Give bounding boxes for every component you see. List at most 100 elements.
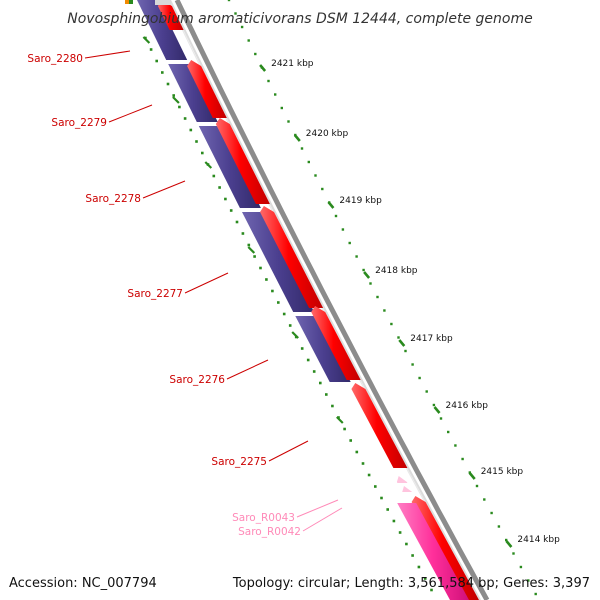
scale-dot (348, 241, 351, 245)
scale-dot (287, 120, 290, 123)
scale-dot (534, 592, 537, 596)
scale-dot (240, 25, 244, 29)
scale-tick (468, 472, 476, 480)
inner-guide (144, 36, 433, 592)
scale-tick-label: 2414 kbp (517, 535, 560, 545)
scale-dot (483, 498, 486, 501)
scale-dot (425, 390, 428, 393)
scale-dot (229, 209, 233, 212)
gene-label: Saro_2280 (27, 53, 83, 65)
scale-dot (227, 0, 231, 2)
scale-dot (166, 82, 170, 86)
scale-dot (189, 128, 193, 132)
scale-dot (392, 519, 396, 523)
scale-tick (363, 271, 371, 279)
scale-dot (161, 71, 164, 74)
scale-dot (355, 450, 359, 454)
scale-dot (468, 471, 471, 474)
cds-arrow (311, 306, 361, 380)
scale-dot (404, 349, 407, 353)
scale-dot (300, 147, 304, 150)
scale-dot (265, 278, 268, 281)
accession-text: Accession: NC_007794 (9, 576, 157, 591)
scale-dot (418, 376, 421, 380)
scale-dot (247, 243, 251, 247)
scale-dot (218, 186, 221, 189)
scale-dot (411, 363, 414, 366)
scale-dot (374, 485, 377, 488)
scale-dot (512, 552, 515, 555)
scale-dot (247, 39, 250, 42)
inner-guide-dash (142, 36, 151, 44)
inner-guide-dash (172, 96, 180, 104)
scale-ring (227, 0, 537, 596)
rrna-small-arrow (396, 476, 408, 483)
scale-dot (349, 439, 352, 442)
scale-dot (475, 484, 479, 488)
scale-dot (386, 508, 389, 511)
feature-sliver (129, 0, 133, 4)
cds-arrow (351, 383, 408, 468)
inner-guide-dash (204, 161, 213, 169)
scale-dot (307, 160, 310, 164)
scale-dot (334, 214, 338, 218)
scale-tick (505, 540, 513, 548)
scale-tick (398, 339, 406, 347)
scale-ticks: 2421 kbp 2420 kbp 2419 kbp 2418 kbp 2417 kbp… (227, 0, 560, 596)
gene-label: Saro_2277 (127, 288, 183, 300)
scale-dot (325, 393, 328, 396)
scale-dot (195, 140, 198, 143)
gene-label: Saro_2279 (51, 117, 107, 129)
scale-dot (417, 565, 421, 569)
scale-dot (274, 93, 277, 96)
scale-dot (259, 266, 262, 270)
scale-dot (277, 301, 280, 304)
scale-tick (293, 134, 301, 142)
scale-dot (212, 174, 216, 178)
scale-dot (361, 462, 365, 465)
scale-dot (321, 187, 324, 191)
scale-dot (253, 255, 256, 258)
gene-leader-line (184, 272, 229, 294)
scale-tick-label: 2416 kbp (446, 401, 489, 411)
scale-dot (369, 282, 372, 285)
cds-arrow (411, 496, 479, 600)
scale-dot (454, 444, 457, 447)
scale-tick (259, 64, 267, 72)
scale-dot (527, 579, 530, 582)
scale-dot (306, 358, 310, 362)
gene-labels: Saro_2280 Saro_2279 Saro_2278 Saro_2277 Saro… (27, 50, 343, 538)
inner-guide-dash (291, 331, 299, 339)
gene-label: Saro_2276 (169, 374, 225, 386)
scale-dot (430, 588, 433, 592)
scale-dot (341, 228, 345, 231)
gene-leader-line (226, 359, 269, 380)
gene-leader-line (296, 499, 339, 518)
scale-dot (312, 370, 316, 373)
scale-dot (461, 457, 464, 461)
cog-segment (168, 64, 218, 122)
track-notch (155, 0, 171, 5)
scale-tick-label: 2415 kbp (481, 467, 524, 477)
scale-dot (300, 347, 304, 350)
scale-tick-label: 2421 kbp (271, 59, 314, 69)
scale-dot (319, 381, 322, 385)
genome-summary-text: Topology: circular; Length: 3,561,584 bp… (232, 576, 590, 591)
gene-leader-line (302, 507, 343, 532)
feature-sliver (125, 0, 129, 4)
scale-dot (155, 59, 158, 63)
scale-dot (355, 255, 358, 258)
gene-leader-line (142, 180, 186, 199)
scale-dot (367, 473, 371, 477)
scale-dot (282, 312, 286, 316)
scale-dot (234, 12, 237, 15)
scale-dot (178, 105, 181, 109)
gene-label: Saro_2275 (211, 456, 267, 468)
scale-dot (411, 554, 414, 557)
scale-dot (241, 232, 245, 235)
backbone-inner (169, 0, 481, 600)
scale-tick-label: 2418 kbp (375, 266, 418, 276)
cog-segment (242, 212, 315, 312)
